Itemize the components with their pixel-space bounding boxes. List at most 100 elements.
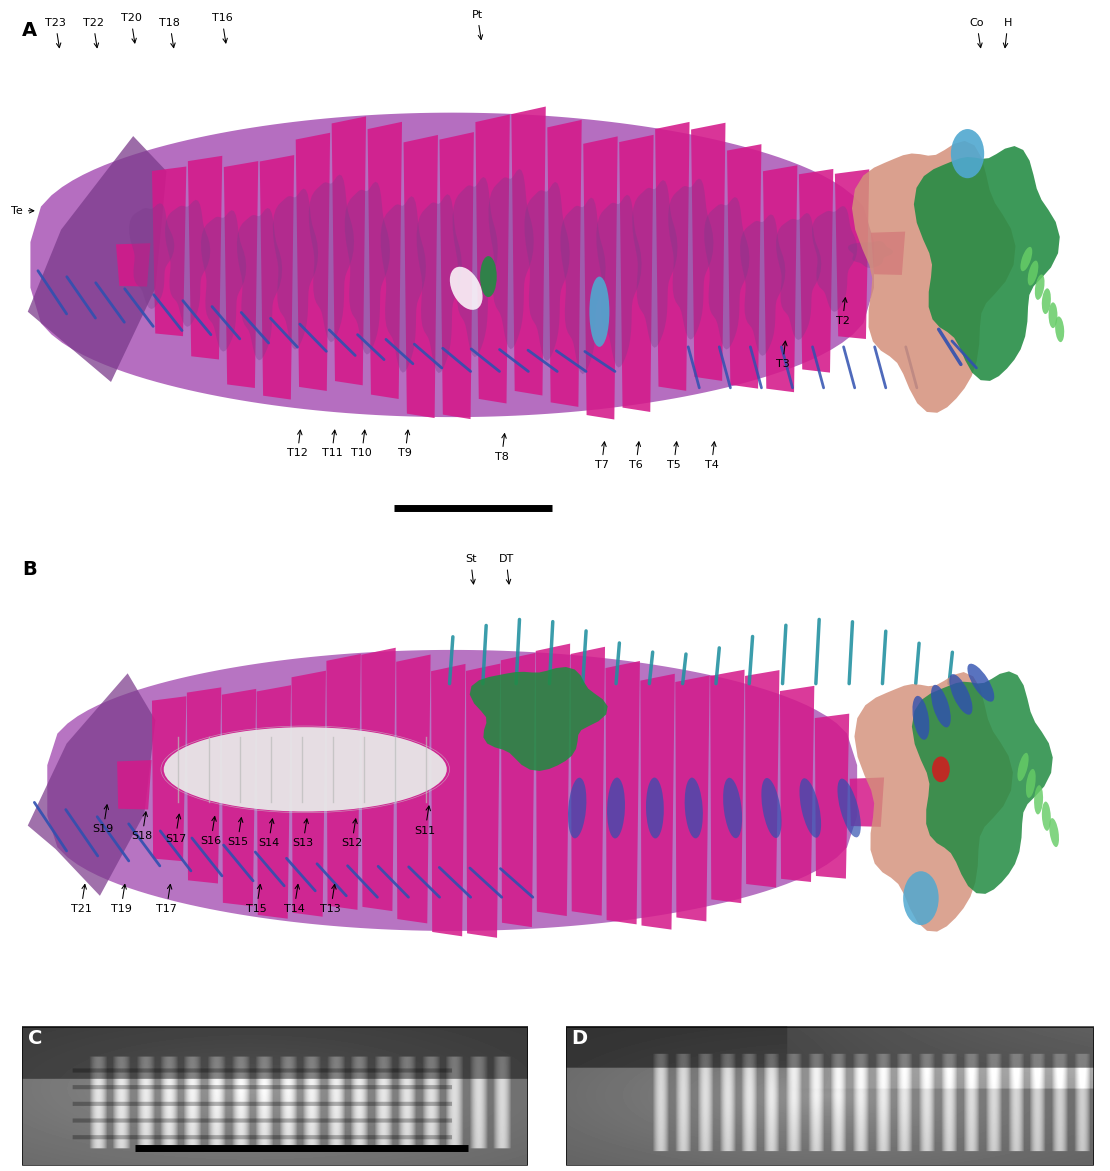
Text: T6: T6 bbox=[629, 441, 643, 471]
Text: Pt: Pt bbox=[472, 9, 483, 40]
Text: S16: S16 bbox=[200, 816, 222, 847]
Text: S15: S15 bbox=[226, 817, 249, 848]
Polygon shape bbox=[655, 122, 689, 391]
Polygon shape bbox=[815, 713, 849, 878]
Polygon shape bbox=[260, 155, 294, 399]
Text: T4: T4 bbox=[705, 441, 718, 471]
Ellipse shape bbox=[912, 696, 929, 740]
Ellipse shape bbox=[607, 778, 625, 838]
Ellipse shape bbox=[480, 256, 496, 297]
Polygon shape bbox=[512, 107, 546, 396]
Polygon shape bbox=[606, 660, 639, 924]
Text: A: A bbox=[22, 21, 38, 40]
Polygon shape bbox=[776, 213, 821, 340]
Polygon shape bbox=[152, 697, 186, 861]
Text: T16: T16 bbox=[212, 13, 232, 43]
Text: T12: T12 bbox=[287, 430, 307, 459]
Ellipse shape bbox=[723, 778, 743, 838]
Text: T20: T20 bbox=[121, 13, 141, 43]
Polygon shape bbox=[536, 644, 571, 916]
Bar bbox=[22, 1027, 527, 1165]
Text: H: H bbox=[1003, 18, 1012, 48]
Ellipse shape bbox=[951, 129, 985, 178]
Polygon shape bbox=[453, 177, 497, 357]
Text: T15: T15 bbox=[246, 884, 266, 915]
Ellipse shape bbox=[1035, 786, 1043, 814]
Ellipse shape bbox=[1035, 274, 1045, 300]
Polygon shape bbox=[583, 136, 617, 419]
Polygon shape bbox=[914, 146, 1060, 381]
Polygon shape bbox=[475, 115, 509, 404]
Polygon shape bbox=[165, 200, 210, 327]
Ellipse shape bbox=[568, 778, 586, 838]
Polygon shape bbox=[727, 144, 761, 389]
Polygon shape bbox=[332, 116, 366, 385]
Polygon shape bbox=[292, 671, 326, 917]
Polygon shape bbox=[381, 197, 426, 372]
Text: S14: S14 bbox=[258, 819, 280, 849]
Polygon shape bbox=[236, 208, 282, 361]
Text: T11: T11 bbox=[322, 430, 342, 459]
Ellipse shape bbox=[1042, 288, 1051, 314]
Ellipse shape bbox=[1049, 819, 1059, 847]
Polygon shape bbox=[852, 141, 1016, 412]
Ellipse shape bbox=[1049, 302, 1058, 328]
Polygon shape bbox=[912, 671, 1052, 893]
Ellipse shape bbox=[1020, 247, 1032, 272]
Polygon shape bbox=[871, 232, 906, 275]
Polygon shape bbox=[710, 670, 745, 903]
Text: S18: S18 bbox=[131, 812, 153, 842]
Polygon shape bbox=[571, 646, 605, 916]
Text: C: C bbox=[28, 1029, 42, 1048]
Text: T9: T9 bbox=[398, 430, 412, 459]
Text: St: St bbox=[465, 554, 476, 584]
Text: T19: T19 bbox=[111, 884, 131, 915]
Polygon shape bbox=[855, 672, 1013, 932]
Polygon shape bbox=[470, 667, 607, 771]
Polygon shape bbox=[745, 670, 779, 888]
Text: T5: T5 bbox=[667, 441, 680, 471]
Polygon shape bbox=[201, 210, 246, 351]
Polygon shape bbox=[416, 194, 462, 374]
Ellipse shape bbox=[1026, 769, 1036, 797]
Polygon shape bbox=[188, 156, 222, 359]
Ellipse shape bbox=[1042, 802, 1051, 830]
Polygon shape bbox=[152, 166, 186, 336]
Polygon shape bbox=[692, 123, 726, 381]
Polygon shape bbox=[186, 687, 221, 883]
Polygon shape bbox=[633, 180, 677, 348]
Text: T21: T21 bbox=[71, 884, 91, 915]
Polygon shape bbox=[431, 664, 465, 937]
Ellipse shape bbox=[949, 674, 972, 714]
Polygon shape bbox=[309, 174, 354, 342]
Polygon shape bbox=[640, 673, 675, 930]
Text: T14: T14 bbox=[284, 884, 304, 915]
Ellipse shape bbox=[931, 685, 951, 727]
Polygon shape bbox=[28, 673, 155, 896]
Polygon shape bbox=[48, 650, 857, 931]
Polygon shape bbox=[524, 182, 569, 361]
Polygon shape bbox=[118, 760, 151, 809]
Text: T8: T8 bbox=[495, 433, 508, 463]
Text: Te: Te bbox=[11, 206, 33, 215]
Text: D: D bbox=[572, 1029, 588, 1048]
Polygon shape bbox=[117, 244, 151, 287]
Text: T10: T10 bbox=[352, 430, 372, 459]
Text: T13: T13 bbox=[321, 884, 341, 915]
Text: T2: T2 bbox=[836, 297, 849, 327]
Polygon shape bbox=[561, 198, 606, 374]
Polygon shape bbox=[295, 132, 330, 391]
Polygon shape bbox=[28, 136, 166, 382]
Text: S17: S17 bbox=[164, 814, 186, 844]
Polygon shape bbox=[362, 648, 396, 911]
Polygon shape bbox=[850, 778, 884, 827]
Polygon shape bbox=[848, 241, 894, 268]
Text: S12: S12 bbox=[341, 819, 363, 849]
Ellipse shape bbox=[837, 779, 861, 837]
Ellipse shape bbox=[968, 664, 995, 701]
Ellipse shape bbox=[164, 727, 446, 812]
Ellipse shape bbox=[799, 779, 821, 837]
Polygon shape bbox=[596, 194, 642, 368]
Bar bbox=[566, 1027, 1093, 1165]
Polygon shape bbox=[222, 689, 256, 906]
